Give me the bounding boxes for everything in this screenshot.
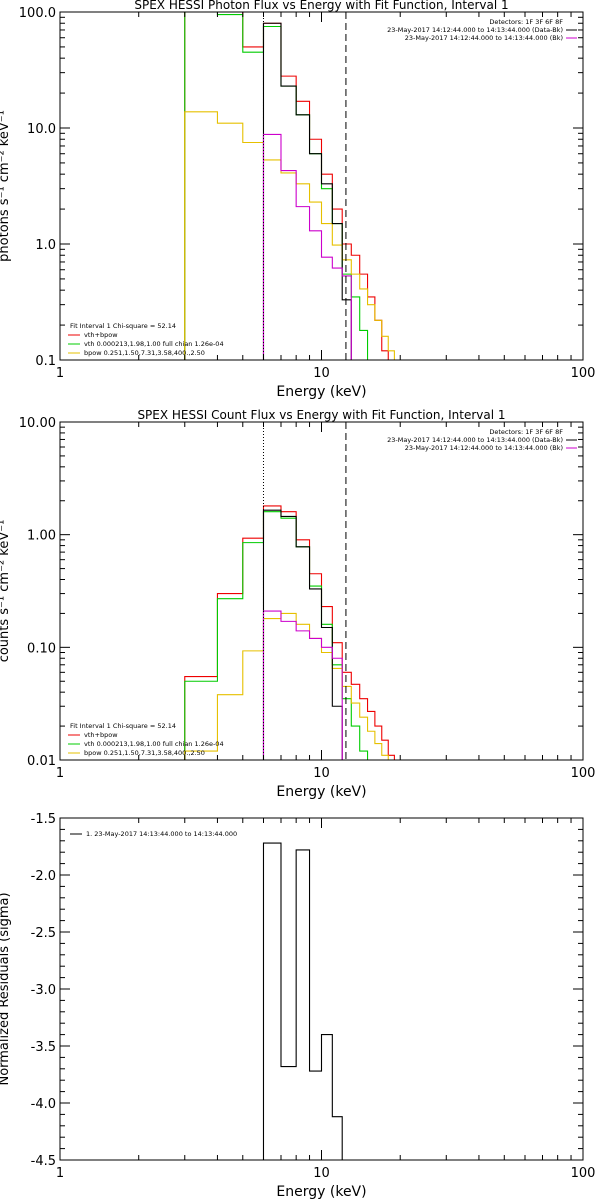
x-ticks — [59, 422, 584, 760]
y-ticks — [60, 817, 583, 1161]
x-axis-label: Energy (keV) — [276, 784, 366, 800]
series-bk — [262, 610, 343, 760]
y-ticks — [60, 11, 583, 361]
legend-text: 23-May-2017 14:12:44.000 to 14:13:44.000… — [387, 26, 563, 34]
legend-text: Fit Interval 1 Chi-square = 52.14 — [70, 322, 176, 330]
plot-data — [184, 505, 395, 760]
y-tick-label: 0.1 — [35, 354, 56, 369]
x-ticks — [59, 818, 584, 1160]
plot-frame — [59, 817, 584, 1161]
legend-text: Detectors: 1F 3F 6F 8F — [489, 428, 563, 436]
legend-text: 23-May-2017 14:12:44.000 to 14:13:44.000… — [405, 444, 563, 452]
x-tick-label: 100 — [571, 766, 596, 781]
chart-panel-3: 1 10 100 Energy (keV) -4.5 -4.0 -3.5 -3.0 -2.5 -2… — [0, 812, 595, 1200]
x-ticks — [59, 12, 584, 360]
y-axis-label: Normalized Residuals (sigma) — [0, 892, 12, 1085]
legend-text: Detectors: 1F 3F 6F 8F — [489, 18, 563, 26]
plot-data — [262, 842, 343, 1160]
x-axis-label: Energy (keV) — [276, 384, 366, 400]
legend-text: 23-May-2017 14:12:44.000 to 14:13:44.000… — [387, 436, 563, 444]
series-vth-bpow — [184, 12, 395, 360]
series-vth — [184, 12, 375, 360]
plot-data — [184, 12, 401, 360]
series-vth-bpow — [184, 505, 395, 760]
chart-title: SPEX HESSI Photon Flux vs Energy with Fi… — [134, 0, 508, 12]
chart-title: SPEX HESSI Count Flux vs Energy with Fit… — [137, 408, 505, 422]
x-tick-label: 100 — [571, 1166, 596, 1181]
chart-panel-1: SPEX HESSI Photon Flux vs Energy with Fi… — [0, 0, 595, 400]
y-ticks — [60, 421, 583, 761]
y-tick-label: -1.5 — [31, 812, 56, 827]
x-tick-label: 1 — [56, 1166, 64, 1181]
series-data-bk — [262, 509, 343, 760]
series-data-bk — [262, 22, 352, 360]
y-axis-label: counts s⁻¹ cm⁻² keV⁻¹ — [0, 520, 12, 663]
legend-text: vth 0.000213,1.98,1.00 full chian 1.26e-… — [84, 740, 224, 748]
x-tick-label: 10 — [313, 1166, 330, 1181]
y-tick-label: -3.5 — [31, 1040, 56, 1055]
y-tick-label: -2.0 — [31, 869, 56, 884]
legend-text: bpow 0.251,1.50,7.31,3.58,400.,2.50 — [84, 349, 205, 357]
x-tick-label: 100 — [571, 366, 596, 381]
y-tick-label: 10.0 — [27, 122, 56, 137]
x-tick-label: 1 — [56, 366, 64, 381]
y-tick-label: 100.0 — [19, 6, 56, 21]
series-bpow — [184, 111, 401, 360]
legend-text: vth+bpow — [84, 731, 118, 739]
x-axis-label: Energy (keV) — [276, 1184, 366, 1200]
y-tick-label: 0.01 — [27, 754, 56, 769]
legend-text: Fit Interval 1 Chi-square = 52.14 — [70, 722, 176, 730]
y-tick-label: 0.10 — [27, 641, 56, 656]
series-bpow — [184, 612, 395, 760]
y-tick-label: 1.0 — [35, 238, 56, 253]
x-tick-label: 1 — [56, 766, 64, 781]
legend-text: vth 0.000213,1.98,1.00 full chian 1.26e-… — [84, 340, 224, 348]
chart-panel-2: SPEX HESSI Count Flux vs Energy with Fit… — [0, 408, 595, 800]
legend-text: vth+bpow — [84, 331, 118, 339]
series-bk — [262, 133, 352, 360]
y-tick-label: -3.0 — [31, 983, 56, 998]
y-tick-label: 1.00 — [27, 529, 56, 544]
x-tick-label: 10 — [313, 366, 330, 381]
legend-text: bpow 0.251,1.50,7.31,3.58,400.,2.50 — [84, 749, 205, 757]
x-tick-label: 10 — [313, 766, 330, 781]
legend-text: 23-May-2017 14:12:44.000 to 14:13:44.000… — [405, 34, 563, 42]
series-vth — [184, 511, 369, 760]
y-tick-label: 10.00 — [19, 416, 56, 431]
y-tick-label: -2.5 — [31, 926, 56, 941]
y-axis-label: photons s⁻¹ cm⁻² keV⁻¹ — [0, 110, 12, 262]
series-residuals — [262, 842, 343, 1160]
y-tick-label: -4.5 — [31, 1154, 56, 1169]
legend-text: 1. 23-May-2017 14:13:44.000 to 14:13:44.… — [86, 830, 237, 838]
y-tick-label: -4.0 — [31, 1097, 56, 1112]
